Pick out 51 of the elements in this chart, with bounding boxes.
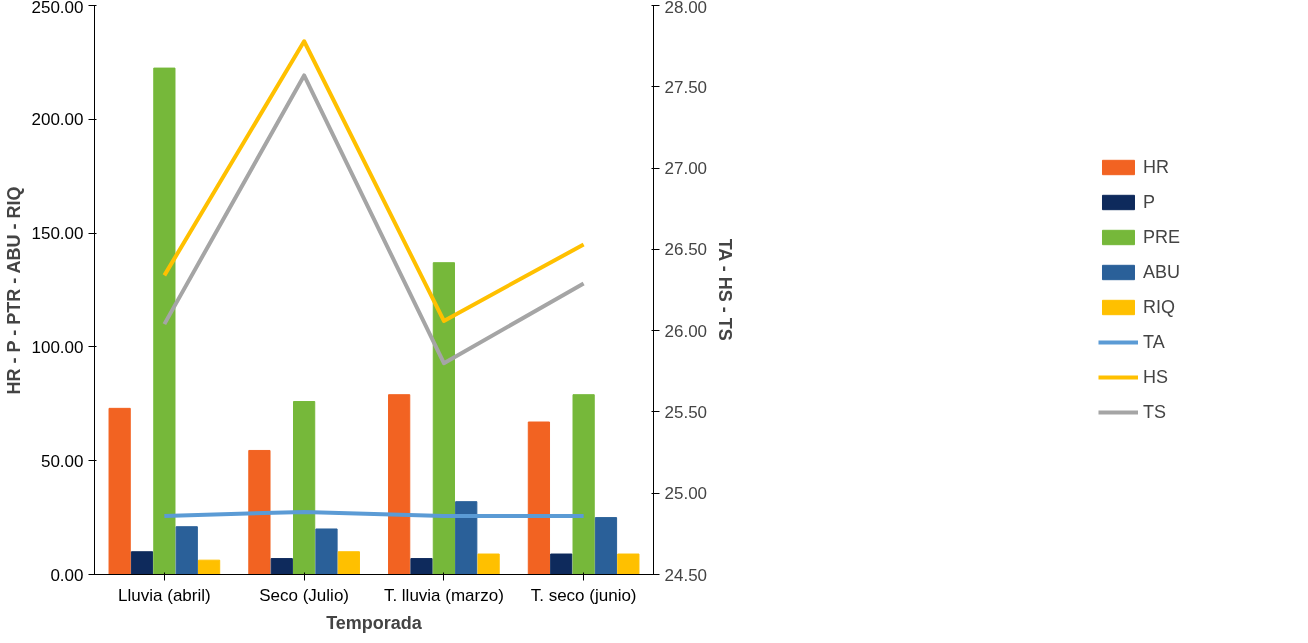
- bar: [108, 407, 131, 575]
- line-series: [162, 73, 586, 366]
- bar: [410, 558, 433, 575]
- x-axis-title: Temporada: [326, 612, 423, 633]
- bar: [594, 517, 618, 575]
- y2-tick-label: 25.50: [664, 402, 708, 422]
- y2-tick-label: 27.50: [664, 77, 708, 97]
- bar: [153, 67, 176, 575]
- legend-label: HS: [1142, 366, 1168, 388]
- y-tick-label: 100.00: [31, 337, 84, 357]
- y-tick-label: 250.00: [31, 0, 84, 17]
- y2-tick-label: 26.00: [664, 321, 708, 341]
- y-tick-label: 150.00: [31, 224, 84, 244]
- bar: [175, 526, 198, 575]
- y-axis-title: HR - P - PTR - ABU - RIQ: [3, 186, 24, 395]
- bar: [270, 558, 293, 575]
- bar: [550, 553, 573, 575]
- legend-label: HR: [1142, 156, 1169, 178]
- legend-label: RIQ: [1142, 296, 1175, 318]
- bar: [197, 559, 221, 575]
- y2-tick-label: 26.50: [664, 240, 708, 260]
- x-tick-label: T. seco (junio): [530, 585, 637, 605]
- bar: [432, 262, 455, 575]
- bar: [130, 551, 154, 575]
- legend-label: PRE: [1142, 226, 1180, 248]
- bar: [455, 501, 478, 575]
- bar: [248, 449, 271, 575]
- y2-tick-label: 28.00: [664, 0, 708, 17]
- x-tick-label: Seco (Julio): [259, 585, 350, 605]
- legend-label: ABU: [1142, 261, 1180, 283]
- bar: [293, 401, 316, 575]
- x-tick-label: T. lluvia (marzo): [383, 585, 504, 605]
- legend-label: P: [1142, 191, 1156, 213]
- legend-label: TS: [1142, 401, 1166, 423]
- y2-tick-label: 25.00: [664, 484, 708, 504]
- x-tick-label: Lluvia (abril): [118, 585, 211, 605]
- y2-tick-label: 27.00: [664, 159, 708, 179]
- bar: [388, 394, 411, 575]
- line-series: [162, 39, 586, 323]
- y2-tick-label: 24.50: [664, 565, 708, 585]
- y2-axis-title: TA - HS - TS: [715, 238, 736, 341]
- y-tick-label: 50.00: [40, 451, 84, 471]
- bar: [572, 394, 595, 575]
- y-tick-label: 0.00: [50, 565, 84, 585]
- bar: [337, 551, 360, 575]
- bar: [617, 553, 640, 575]
- bar: [315, 528, 338, 575]
- bar: [477, 553, 500, 575]
- y-tick-label: 200.00: [31, 110, 84, 130]
- legend-label: TA: [1142, 331, 1165, 353]
- bar: [527, 421, 551, 575]
